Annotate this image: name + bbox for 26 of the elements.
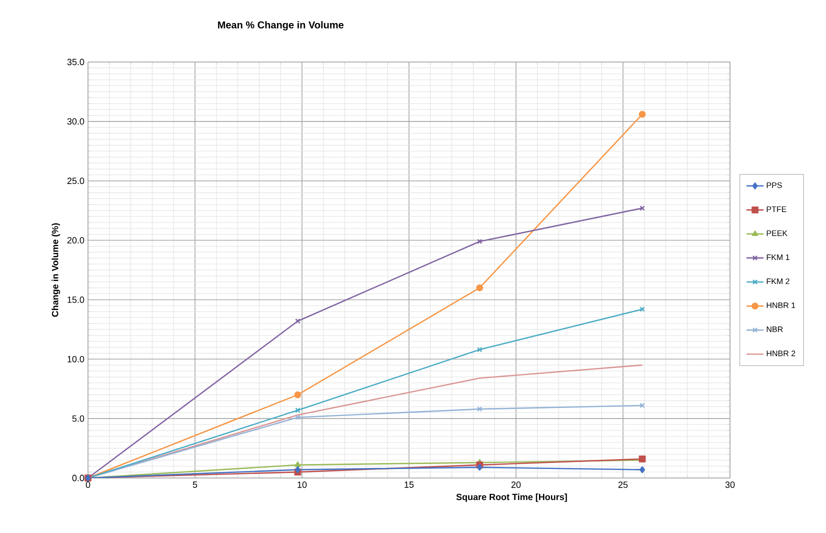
y-tick-label: 15.0: [68, 296, 84, 303]
y-axis-title: Change in Volume (%): [52, 223, 60, 317]
x-axis-title: Square Root Time [Hours]: [456, 494, 567, 502]
legend-label: FKM 1: [766, 254, 790, 260]
x-tick-label: 0: [86, 482, 90, 488]
legend-label: PTFE: [766, 206, 786, 212]
x-tick-label: 30: [725, 482, 735, 488]
x-tick-label: 10: [298, 482, 307, 488]
chart-title: Mean % Change in Volume: [218, 21, 344, 30]
y-tick-label: 25.0: [67, 178, 84, 184]
x-tick-label: 15: [404, 482, 414, 488]
legend-label: HNBR 2: [766, 350, 796, 356]
y-tick-label: 30.0: [67, 118, 84, 125]
y-tick-label: 10.0: [68, 356, 84, 362]
x-tick-label: 20: [511, 482, 521, 488]
x-tick-label: 25: [618, 482, 628, 488]
legend-label: NBR: [766, 326, 783, 332]
legend-label: PEEK: [766, 230, 788, 236]
legend-label: HNBR 1: [766, 302, 796, 308]
legend-label: FKM 2: [766, 278, 790, 284]
y-tick-label: 0.0: [72, 474, 84, 482]
x-tick-label: 5: [192, 482, 198, 488]
legend-label: PPS: [766, 182, 782, 188]
y-tick-label: 35.0: [67, 58, 84, 66]
y-tick-label: 20.0: [67, 237, 84, 244]
y-tick-label: 5.0: [72, 415, 84, 422]
